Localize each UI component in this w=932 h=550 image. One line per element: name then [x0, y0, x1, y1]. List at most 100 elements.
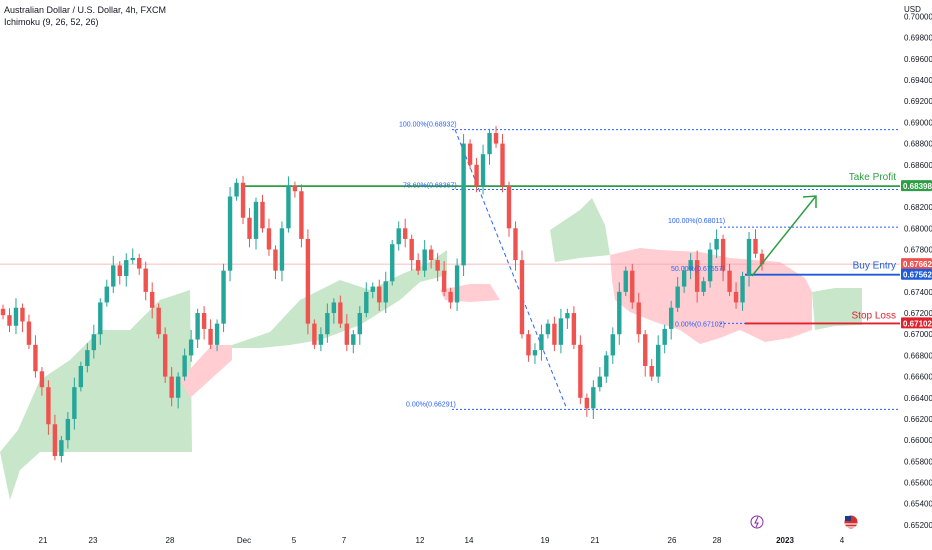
- indicator-label[interactable]: Ichimoku (9, 26, 52, 26): [4, 17, 99, 27]
- time-tick: 28: [166, 536, 175, 545]
- candle-body: [227, 196, 233, 271]
- price-tick: 0.65200: [904, 521, 932, 530]
- candle-body: [441, 270, 447, 292]
- bull-cloud-area: [0, 290, 192, 500]
- candle-body: [85, 350, 90, 367]
- candle-body: [377, 286, 382, 303]
- candle-body: [98, 302, 103, 335]
- candle-body: [188, 339, 194, 356]
- currency-label: USD: [904, 5, 921, 14]
- price-tick: 0.65400: [904, 500, 932, 509]
- candle-body: [558, 318, 564, 345]
- candle-body: [545, 323, 551, 335]
- price-tick: 0.68800: [904, 140, 932, 149]
- candle-body: [370, 286, 375, 292]
- time-tick: 28: [713, 536, 722, 545]
- price-tick: 0.67800: [904, 245, 932, 254]
- price-tick: 0.69000: [904, 118, 932, 127]
- candle-body: [201, 313, 207, 329]
- bear-cloud-area: [610, 248, 812, 344]
- candle-body: [156, 307, 161, 335]
- take-profit-label: Take Profit: [849, 172, 896, 183]
- stop-loss-badge: 0.67102: [903, 319, 932, 328]
- fib-right-label-100: 100.00%(0.68011): [668, 218, 725, 225]
- candle-body: [707, 249, 713, 282]
- candle-body: [623, 270, 628, 292]
- time-tick: 21: [591, 536, 600, 545]
- price-tick: 0.67000: [904, 330, 932, 339]
- price-tick: 0.68200: [904, 203, 932, 212]
- candle-body: [487, 132, 492, 155]
- candle-body: [415, 260, 421, 271]
- candle-body: [733, 291, 739, 303]
- candle-body: [753, 238, 758, 254]
- candle-body: [617, 291, 622, 335]
- time-tick: 4: [840, 536, 845, 545]
- candle-body: [91, 334, 97, 351]
- time-tick: 26: [668, 536, 677, 545]
- candle-body: [273, 249, 278, 271]
- time-tick: 7: [342, 536, 347, 545]
- candle-body: [727, 270, 732, 292]
- lightning-icon-bolt: [754, 516, 759, 528]
- buy-entry-badge-bg: [901, 268, 932, 280]
- projection-arrow: [751, 195, 817, 277]
- candle-body: [162, 334, 168, 377]
- buy-entry-badge: 0.67562: [903, 271, 932, 280]
- candle-body: [597, 376, 603, 388]
- candle-body: [65, 418, 71, 441]
- fib-right-label-50: 50.00%(0.67557): [671, 266, 725, 273]
- candle-body: [111, 265, 116, 287]
- lightning-icon[interactable]: [750, 515, 764, 529]
- time-tick: 23: [89, 536, 98, 545]
- candle-body: [292, 185, 298, 192]
- stop-loss-badge-bg: [901, 317, 932, 329]
- candle-body: [396, 228, 401, 245]
- candle-body: [519, 260, 525, 335]
- fib-label-0: 0.00%(0.66291): [406, 401, 456, 408]
- candle-body: [150, 291, 155, 308]
- candle-body: [662, 328, 667, 345]
- candle-body: [78, 366, 84, 388]
- price-tick: 0.66400: [904, 394, 932, 403]
- candle-body: [584, 397, 590, 409]
- candle-body: [448, 291, 453, 303]
- annotations: 100.00%(0.68932) 78.60%(0.68367) 0.00%(0.6…: [399, 122, 896, 409]
- candle-body: [240, 182, 246, 218]
- candle-body: [383, 281, 388, 303]
- candle-body: [279, 228, 285, 271]
- candle-body: [390, 244, 395, 282]
- bull-cloud-area: [550, 198, 610, 262]
- candle-body: [681, 270, 687, 287]
- candle-body: [253, 201, 259, 239]
- candle-body: [20, 307, 25, 322]
- candle-body: [13, 307, 19, 326]
- take-profit-badge-bg: [901, 180, 932, 192]
- price-tick: 0.69200: [904, 97, 932, 106]
- candle-body: [675, 286, 680, 308]
- fib-label-100: 100.00%(0.68932): [399, 122, 457, 129]
- candle-body: [364, 291, 369, 314]
- candle-body: [740, 275, 745, 303]
- time-tick: 14: [465, 536, 474, 545]
- candle-body: [701, 281, 706, 292]
- time-axis[interactable]: 21 23 28 Dec 5 7 12 14 19 21 26 28 2023 4: [39, 536, 845, 545]
- candle-body: [636, 302, 641, 335]
- time-tick: 5: [292, 536, 297, 545]
- candle-body: [403, 228, 408, 239]
- price-tick: 0.66000: [904, 436, 932, 445]
- candle-body: [759, 253, 765, 265]
- candle-body: [694, 260, 700, 292]
- candle-body: [344, 323, 350, 345]
- price-tick: 0.68600: [904, 161, 932, 170]
- candle-body: [480, 154, 486, 186]
- event-icons[interactable]: [750, 514, 859, 530]
- candle-body: [130, 257, 135, 261]
- us-flag-icon-canton: [845, 516, 851, 521]
- candle-body: [630, 270, 635, 303]
- candle-body: [195, 313, 200, 340]
- ichimoku-cloud: [0, 198, 862, 500]
- price-axis[interactable]: 0.70000 0.69800 0.69600 0.69400 0.69200 0.690…: [901, 12, 932, 530]
- price-tick: 0.69600: [904, 55, 932, 64]
